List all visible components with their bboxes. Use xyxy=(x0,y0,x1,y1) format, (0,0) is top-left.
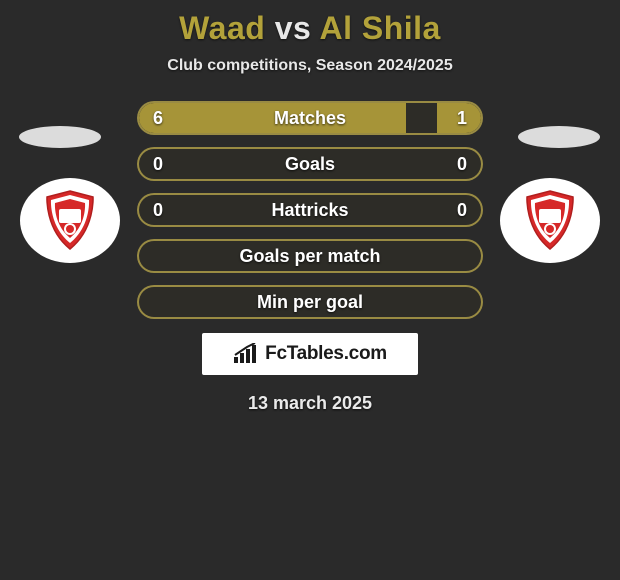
bar-value-right: 1 xyxy=(457,108,467,129)
title-mid: vs xyxy=(275,10,312,46)
team-badge-placeholder-left xyxy=(19,126,101,148)
stats-row: Goals per match xyxy=(137,239,483,273)
page-title: Waad vs Al Shila xyxy=(179,10,441,47)
team-logo-left xyxy=(20,178,120,263)
bar-label: Min per goal xyxy=(139,292,481,313)
team-logo-right xyxy=(500,178,600,263)
subtitle: Club competitions, Season 2024/2025 xyxy=(167,57,452,75)
date-label: 13 march 2025 xyxy=(248,393,372,414)
branding-text: FcTables.com xyxy=(265,343,387,365)
title-left: Waad xyxy=(179,10,265,46)
stats-row: 0Hattricks0 xyxy=(137,193,483,227)
chart-icon xyxy=(233,343,259,365)
branding-badge[interactable]: FcTables.com xyxy=(202,333,418,375)
stats-bars: 6Matches10Goals00Hattricks0Goals per mat… xyxy=(137,101,483,319)
shield-icon xyxy=(521,189,579,253)
title-right: Al Shila xyxy=(319,10,440,46)
bar-label: Goals per match xyxy=(139,246,481,267)
bar-label: Hattricks xyxy=(139,200,481,221)
bar-label: Matches xyxy=(139,108,481,129)
stats-row: 6Matches1 xyxy=(137,101,483,135)
stats-row: Min per goal xyxy=(137,285,483,319)
bar-label: Goals xyxy=(139,154,481,175)
bar-value-right: 0 xyxy=(457,200,467,221)
team-badge-placeholder-right xyxy=(518,126,600,148)
shield-icon xyxy=(41,189,99,253)
stats-row: 0Goals0 xyxy=(137,147,483,181)
bar-value-right: 0 xyxy=(457,154,467,175)
